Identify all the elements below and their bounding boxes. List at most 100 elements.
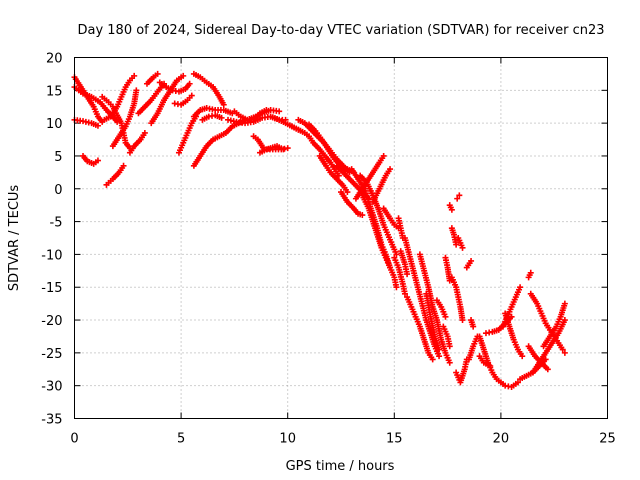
- data-point: [561, 300, 568, 307]
- data-point: [393, 251, 400, 258]
- data-point: [276, 108, 283, 115]
- data-point: [459, 244, 466, 251]
- y-tick-label: 20: [46, 52, 63, 67]
- data-point: [561, 317, 568, 324]
- axis-ticks: [74, 57, 608, 419]
- y-tick-label: 5: [54, 150, 62, 165]
- data-point: [120, 162, 127, 169]
- series-sat-track-64: [525, 269, 534, 281]
- series-sat-track-49: [446, 202, 455, 213]
- data-point: [517, 284, 524, 291]
- series-sat-track-31: [338, 189, 366, 219]
- series-sat-track-60: [500, 284, 524, 330]
- data-point: [454, 195, 461, 202]
- series-sat-track-45: [440, 323, 453, 350]
- series-sat-track-50: [454, 192, 463, 202]
- data-point: [544, 366, 551, 373]
- data-point: [436, 353, 443, 360]
- data-point: [188, 92, 195, 99]
- series-sat-track-40: [397, 248, 411, 278]
- data-point: [141, 129, 148, 136]
- data-point: [401, 290, 408, 297]
- x-tick-label: 15: [386, 432, 403, 447]
- series-sat-track-61: [502, 310, 526, 360]
- x-axis-title: GPS time / hours: [286, 459, 395, 474]
- data-point: [131, 72, 138, 79]
- series-sat-track-54: [463, 257, 475, 271]
- x-tick-labels: 0 5 10 15 20 25: [70, 432, 615, 447]
- series-sat-track-44: [423, 290, 443, 353]
- x-tick-label: 20: [493, 432, 510, 447]
- x-tick-label: 5: [177, 432, 185, 447]
- data-point: [280, 146, 287, 153]
- data-point: [387, 166, 394, 173]
- series-sat-track-41: [401, 235, 443, 360]
- data-point: [442, 313, 449, 320]
- series-sat-track-4: [80, 152, 101, 167]
- y-tick-label: -20: [41, 314, 62, 329]
- data-point: [542, 356, 549, 363]
- series-sat-track-7: [103, 162, 127, 188]
- series-sat-track-22: [235, 107, 283, 127]
- data-point: [359, 212, 366, 219]
- y-tick-label: -35: [41, 413, 62, 428]
- series-sat-track-6: [101, 72, 138, 123]
- plot-frame: [74, 57, 608, 419]
- data-point: [487, 362, 494, 369]
- series-sat-track-46: [433, 297, 449, 320]
- x-tick-label: 0: [70, 432, 78, 447]
- data-point: [393, 284, 400, 291]
- data-series: [71, 70, 568, 390]
- series-sat-track-9: [126, 129, 148, 156]
- series-sat-track-16: [190, 70, 227, 108]
- series-sat-track-29: [316, 152, 351, 196]
- data-point: [559, 346, 566, 353]
- data-point: [446, 343, 453, 350]
- data-point: [561, 349, 568, 356]
- data-point: [186, 80, 193, 87]
- y-tick-label: -30: [41, 380, 62, 395]
- series-sat-track-11: [143, 70, 161, 87]
- data-point: [154, 70, 161, 77]
- series-sat-track-1: [71, 74, 106, 125]
- series-sat-track-35: [352, 152, 387, 202]
- data-point: [284, 145, 291, 152]
- y-tick-label: 15: [46, 84, 63, 99]
- series-sat-track-66: [540, 300, 568, 350]
- y-tick-label: -10: [41, 248, 62, 263]
- data-point: [344, 189, 351, 196]
- data-point: [404, 271, 411, 278]
- data-point: [180, 72, 187, 79]
- y-tick-label: 0: [54, 183, 62, 198]
- series-sat-track-39: [391, 254, 408, 297]
- series-sat-track-48: [448, 225, 460, 248]
- data-point: [220, 101, 227, 108]
- data-point: [459, 317, 466, 324]
- data-point: [453, 241, 460, 248]
- data-point: [446, 359, 453, 366]
- series-sat-track-15: [175, 113, 200, 156]
- series-sat-track-51: [448, 274, 466, 324]
- y-tick-label: -5: [50, 216, 63, 231]
- data-point: [468, 257, 475, 264]
- data-point: [380, 152, 387, 159]
- y-tick-label: -15: [41, 281, 62, 296]
- data-point: [514, 379, 521, 386]
- series-sat-track-52: [455, 235, 466, 251]
- data-point: [470, 323, 477, 330]
- y-tick-label: -25: [41, 347, 62, 362]
- series-sat-track-8: [109, 87, 140, 150]
- y-tick-label: 10: [46, 117, 63, 132]
- series-sat-track-19: [199, 112, 225, 123]
- chart-title: Day 180 of 2024, Sidereal Day-to-day VTE…: [77, 23, 604, 38]
- series-sat-track-58: [476, 353, 494, 369]
- series-sat-track-56: [468, 317, 477, 330]
- data-point: [429, 356, 436, 363]
- data-point: [519, 353, 526, 360]
- series-sat-track-67: [529, 356, 549, 376]
- series-sat-track-47: [442, 254, 453, 284]
- data-point: [436, 346, 443, 353]
- data-point: [527, 269, 534, 276]
- data-point: [133, 87, 140, 94]
